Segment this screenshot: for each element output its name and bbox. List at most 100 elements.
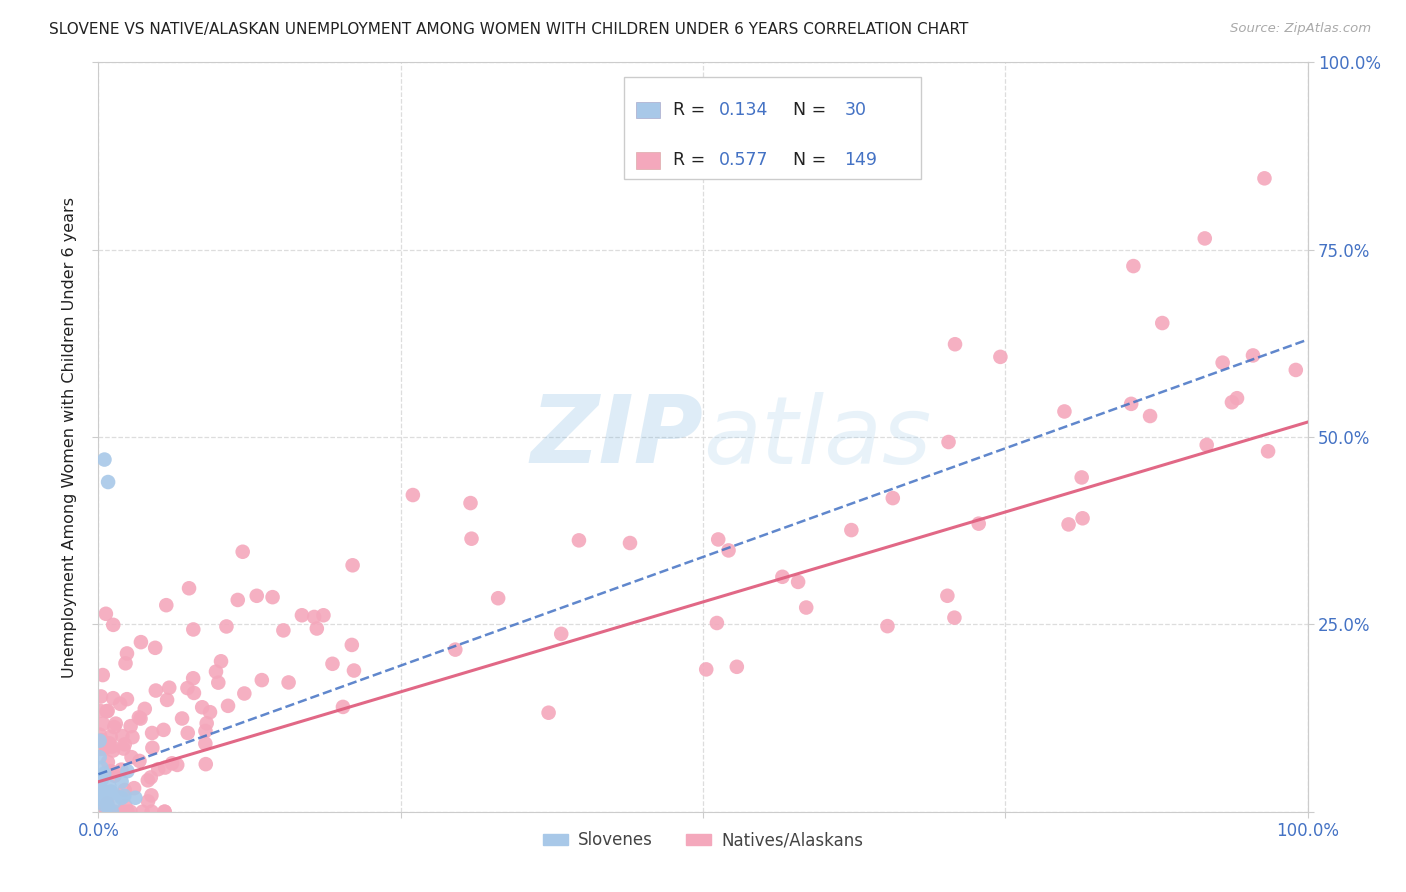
Text: 149: 149 (845, 152, 877, 169)
Point (93, 766, 115, 780)
Point (141, 740, 163, 755)
Point (882, 491, 904, 505)
Point (117, 805, 139, 819)
Point (153, 760, 176, 774)
Point (91, 717, 114, 731)
Point (246, 589, 269, 603)
Point (136, 794, 159, 808)
Point (1257, 444, 1279, 458)
Point (128, 754, 150, 768)
FancyBboxPatch shape (637, 102, 661, 118)
Point (1253, 171, 1275, 186)
Point (148, 762, 170, 776)
Text: 0.134: 0.134 (718, 101, 768, 119)
Point (537, 706, 560, 720)
Point (112, 805, 135, 819)
Point (343, 664, 366, 678)
Point (91, 668, 114, 682)
Point (183, 686, 205, 700)
Point (108, 697, 131, 711)
Point (124, 790, 146, 805)
Point (841, 523, 863, 537)
Point (90, 733, 112, 747)
Point (1285, 363, 1308, 377)
Point (205, 665, 228, 679)
Point (89, 750, 111, 764)
Text: SLOVENE VS NATIVE/ALASKAN UNEMPLOYMENT AMONG WOMEN WITH CHILDREN UNDER 6 YEARS C: SLOVENE VS NATIVE/ALASKAN UNEMPLOYMENT A… (49, 22, 969, 37)
Point (114, 737, 136, 751)
Point (550, 627, 572, 641)
Point (302, 610, 325, 624)
Point (277, 675, 299, 690)
Y-axis label: Unemployment Among Women with Children Under 6 years: Unemployment Among Women with Children U… (62, 196, 77, 678)
Point (305, 622, 328, 636)
Point (96, 798, 118, 813)
Point (157, 681, 180, 695)
Point (93, 740, 115, 755)
Point (134, 702, 156, 716)
Point (120, 805, 142, 819)
Point (91, 740, 114, 755)
Point (706, 615, 728, 630)
Point (89, 742, 111, 756)
Point (117, 764, 139, 779)
Point (226, 593, 249, 607)
Point (100, 764, 122, 778)
Text: ZIP: ZIP (530, 391, 703, 483)
Point (340, 638, 363, 652)
Point (1194, 231, 1216, 245)
Point (111, 729, 134, 743)
Point (101, 743, 124, 757)
Point (1152, 316, 1174, 330)
Point (444, 642, 467, 657)
Point (89, 733, 111, 747)
Point (321, 657, 343, 671)
Point (98, 805, 121, 819)
Point (153, 805, 176, 819)
Point (486, 591, 509, 606)
Point (115, 647, 138, 661)
Text: N =: N = (782, 101, 831, 119)
Point (195, 716, 218, 731)
Point (1241, 348, 1264, 362)
Point (938, 435, 960, 450)
Point (156, 693, 179, 707)
FancyBboxPatch shape (637, 153, 661, 169)
Text: R =: R = (672, 152, 710, 169)
Point (94, 607, 117, 621)
Point (181, 623, 204, 637)
Point (121, 750, 143, 764)
Point (141, 789, 163, 803)
Point (103, 769, 125, 783)
Legend: Slovenes, Natives/Alaskans: Slovenes, Natives/Alaskans (536, 824, 870, 855)
Point (139, 771, 162, 785)
Text: 0.577: 0.577 (718, 152, 768, 169)
Point (707, 533, 730, 547)
Point (93, 452, 115, 467)
Point (90, 789, 112, 803)
Point (103, 618, 125, 632)
Point (112, 741, 135, 756)
Point (94, 793, 117, 807)
Point (141, 805, 163, 819)
Point (1226, 391, 1249, 405)
Point (876, 619, 898, 633)
Text: N =: N = (782, 152, 831, 169)
Point (96, 796, 118, 810)
Point (1070, 470, 1092, 484)
Text: R =: R = (672, 101, 710, 119)
FancyBboxPatch shape (624, 78, 921, 178)
Point (93, 742, 115, 756)
Point (191, 700, 214, 714)
Point (177, 581, 200, 595)
Point (98, 736, 121, 750)
Point (89, 782, 111, 797)
Point (770, 570, 793, 584)
Point (141, 726, 163, 740)
Point (103, 720, 125, 734)
Point (101, 739, 124, 754)
Point (131, 805, 153, 819)
Point (152, 723, 174, 737)
Point (207, 675, 229, 690)
Point (460, 532, 482, 546)
